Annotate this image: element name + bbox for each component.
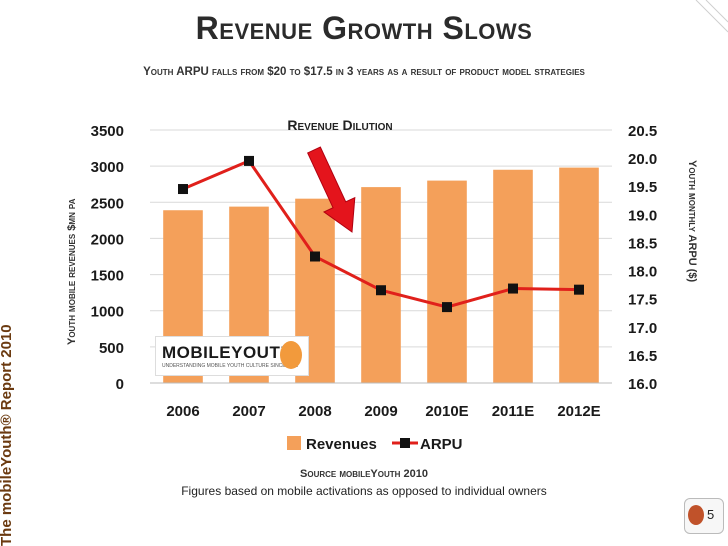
y-tick-label-left: 500 bbox=[99, 340, 124, 357]
x-tick-label: 2006 bbox=[166, 403, 199, 420]
legend-swatch-revenues bbox=[287, 436, 301, 450]
y-tick-label-left: 1000 bbox=[91, 304, 124, 321]
x-tick-label: 2009 bbox=[364, 403, 397, 420]
y-tick-label-right: 17.0 bbox=[628, 320, 657, 337]
x-tick-label: 2007 bbox=[232, 403, 265, 420]
y-tick-label-right: 18.0 bbox=[628, 264, 657, 281]
x-tick-label: 2012E bbox=[557, 403, 600, 420]
slide-title: Revenue Growth Slows bbox=[195, 10, 533, 46]
slide-subtitle: Youth ARPU falls from $20 to $17.5 in 3 … bbox=[143, 66, 585, 78]
revenue-bar bbox=[361, 187, 401, 383]
y-tick-label-left: 3500 bbox=[91, 123, 124, 140]
y-tick-label-left: 0 bbox=[116, 376, 124, 393]
dilution-arrow bbox=[306, 146, 356, 233]
corner-decoration bbox=[695, 0, 728, 33]
logo-tagline: UNDERSTANDING MOBILE YOUTH CULTURE SINCE… bbox=[162, 363, 299, 369]
revenue-bar bbox=[559, 167, 599, 383]
y-tick-label-right: 17.5 bbox=[628, 292, 657, 309]
page-badge: 5 bbox=[684, 498, 724, 534]
arpu-marker bbox=[178, 184, 188, 195]
mascot-icon-small bbox=[688, 505, 704, 525]
x-tick-label: 2010E bbox=[425, 403, 468, 420]
y-tick-label-right: 16.0 bbox=[628, 376, 657, 393]
y-tick-label-right: 16.5 bbox=[628, 348, 657, 365]
arpu-marker bbox=[508, 283, 518, 294]
arpu-marker bbox=[442, 302, 452, 313]
page-number: 5 bbox=[707, 507, 715, 522]
y-tick-label-left: 2500 bbox=[91, 195, 124, 212]
mobileyouth-logo: MOBILEYOUTH UNDERSTANDING MOBILE YOUTH C… bbox=[155, 336, 309, 376]
revenue-bar bbox=[427, 180, 467, 383]
arpu-marker bbox=[244, 155, 254, 166]
legend-label-arpu: ARPU bbox=[420, 436, 463, 453]
source-note: Source mobileYouth 2010 bbox=[300, 468, 428, 480]
arpu-marker bbox=[376, 285, 386, 296]
mascot-icon bbox=[280, 341, 302, 369]
y-tick-label-right: 18.5 bbox=[628, 235, 657, 252]
revenue-dilution-annotation: Revenue Dilution bbox=[287, 117, 393, 133]
y-tick-label-right: 19.0 bbox=[628, 207, 657, 224]
y-tick-label-right: 20.5 bbox=[628, 123, 657, 140]
arpu-marker bbox=[310, 251, 320, 262]
y-tick-label-left: 3000 bbox=[91, 159, 124, 176]
y-tick-label-right: 19.5 bbox=[628, 179, 657, 196]
y-tick-label-left: 1500 bbox=[91, 268, 124, 285]
y-tick-label-left: 2000 bbox=[91, 231, 124, 248]
x-tick-label: 2011E bbox=[492, 403, 535, 420]
legend-label-revenues: Revenues bbox=[306, 436, 377, 453]
logo-wordmark: MOBILEYOUTH bbox=[162, 343, 294, 362]
x-tick-label: 2008 bbox=[298, 403, 331, 420]
legend-swatch-arpu-marker bbox=[400, 438, 410, 448]
footnote: Figures based on mobile activations as o… bbox=[181, 484, 547, 498]
y-tick-label-right: 20.0 bbox=[628, 151, 657, 168]
arpu-marker bbox=[574, 284, 584, 295]
revenue-bar bbox=[493, 169, 533, 383]
